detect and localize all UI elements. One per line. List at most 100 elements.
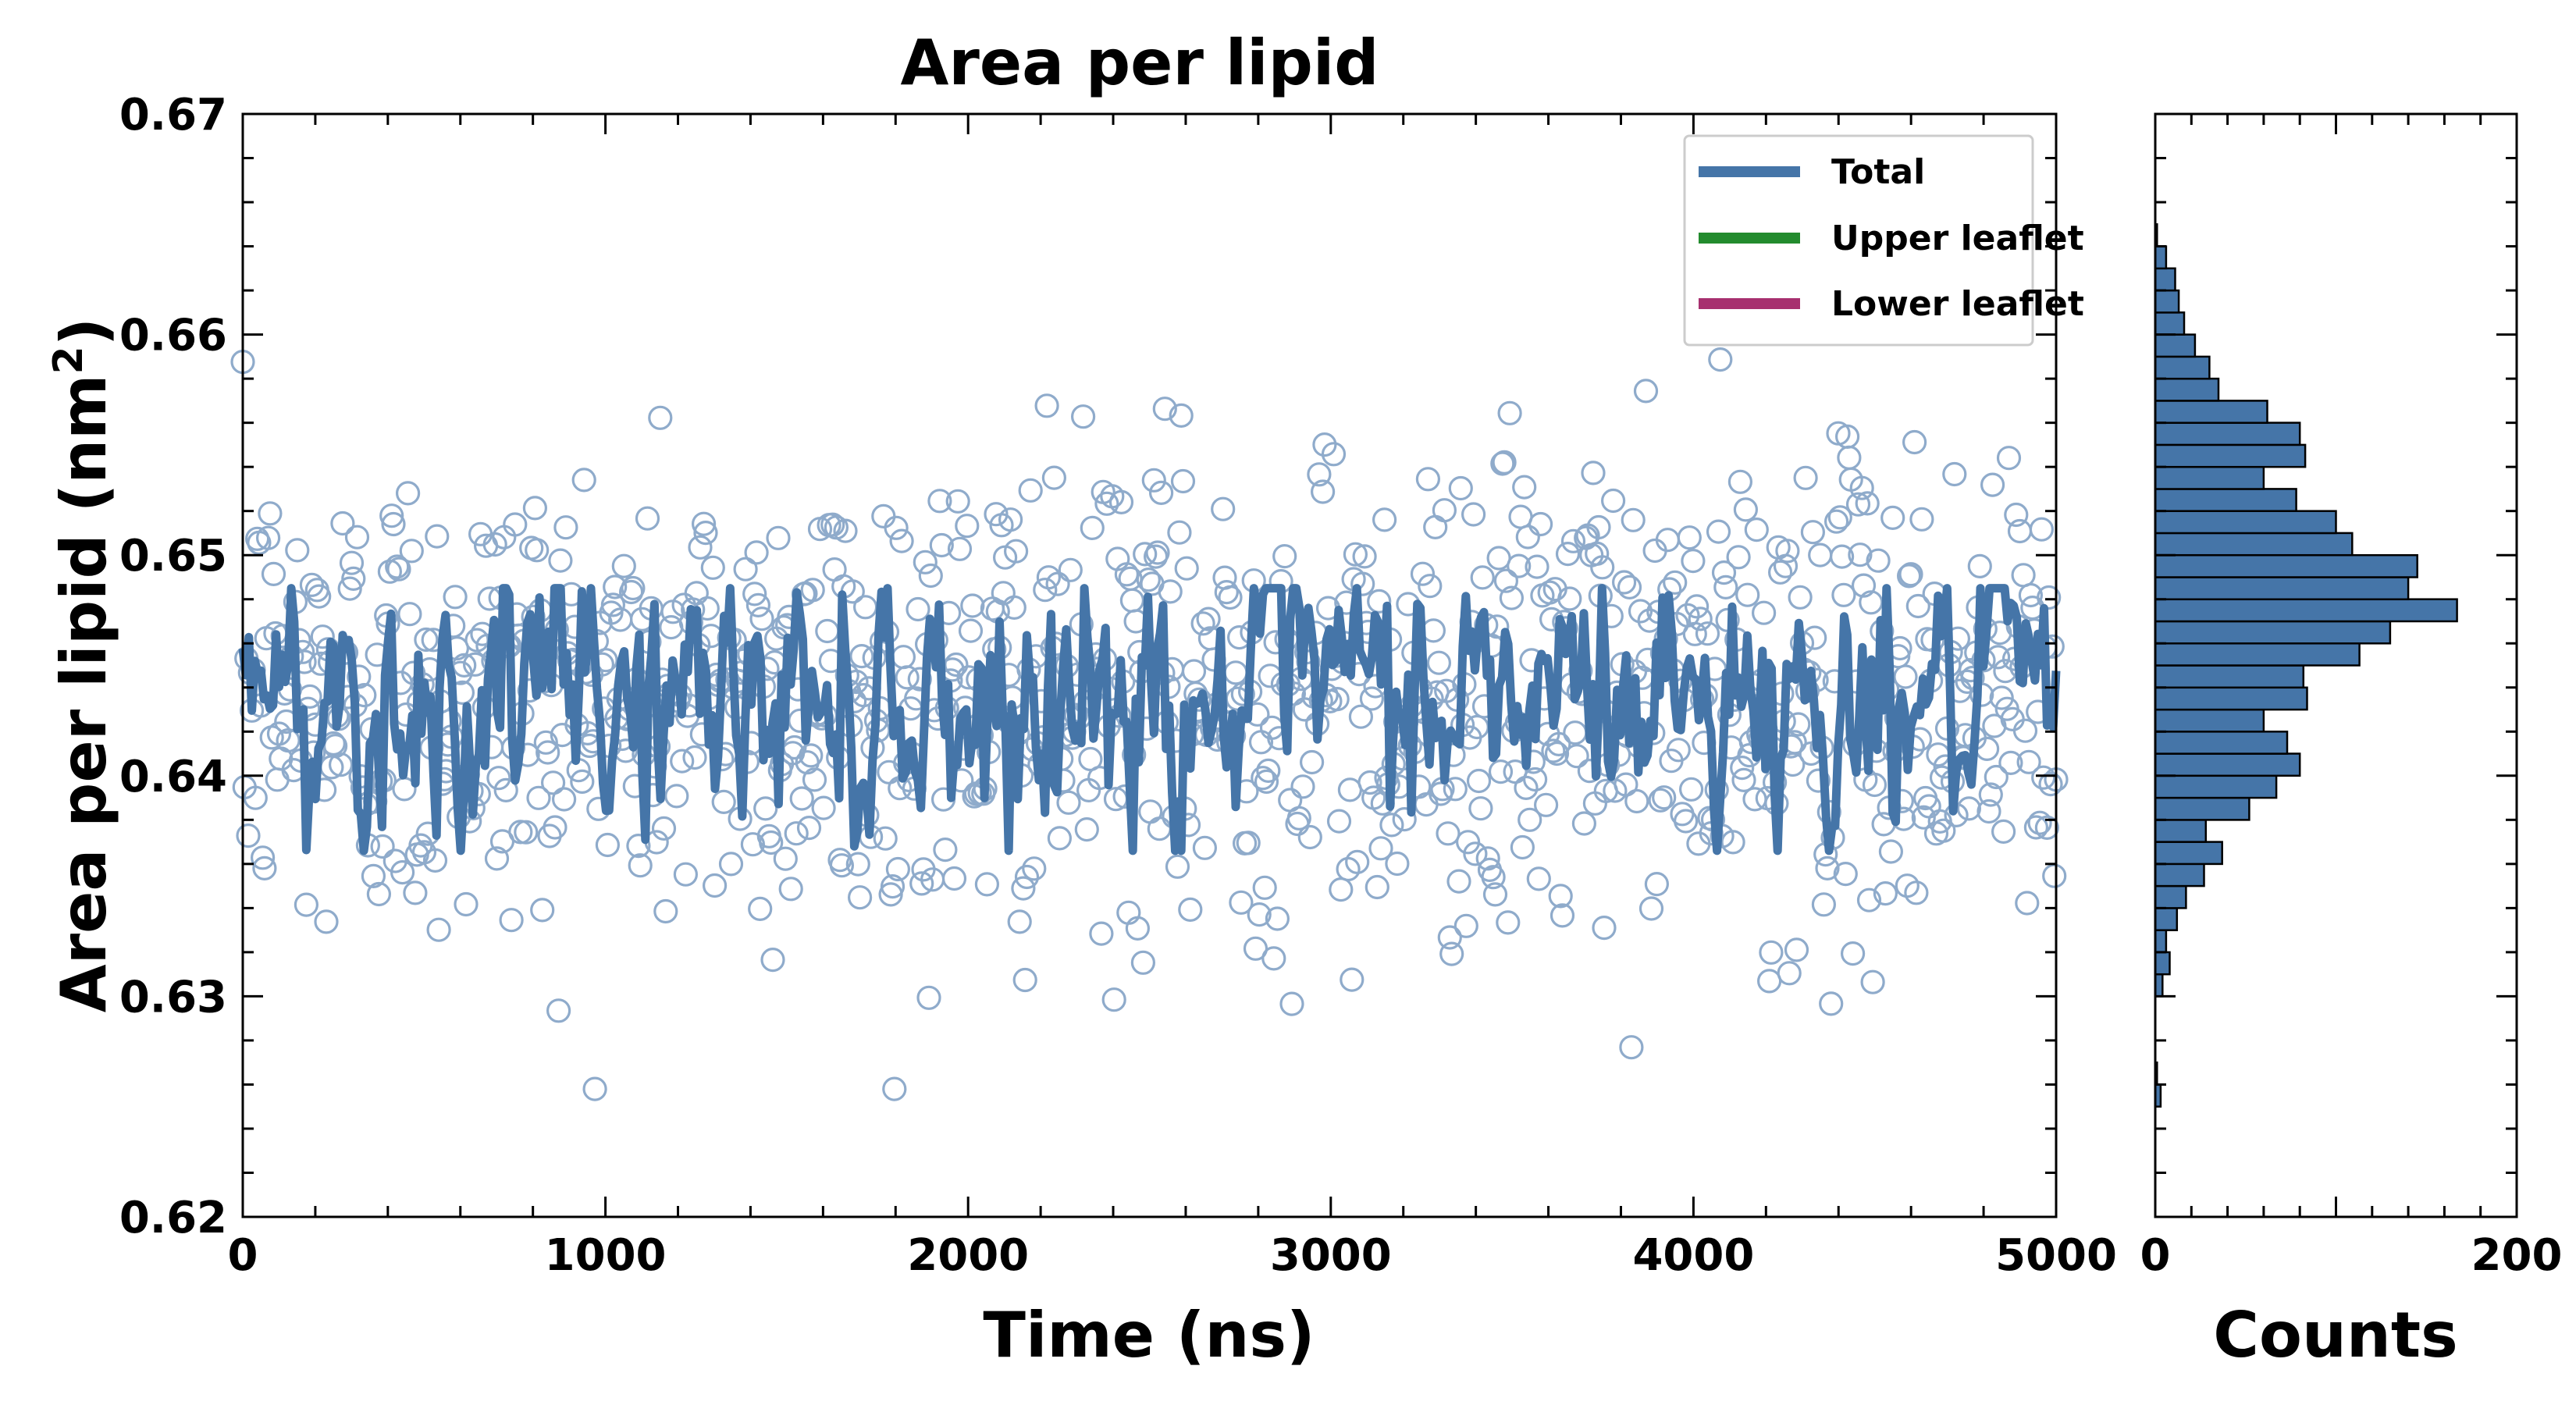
sample-marker [1897,564,1922,589]
sample-marker [1679,777,1704,802]
sample-marker [895,665,920,690]
sample-marker [1165,854,1190,879]
sample-marker [1851,573,1877,598]
sample-marker [1297,824,1322,850]
sample-marker [243,785,268,810]
sample-marker [370,834,395,859]
sample-marker [1713,574,1738,600]
sample-marker [1482,882,1508,907]
y-tick-label: 0.67 [119,90,227,140]
sample-marker [1991,819,2016,845]
legend-label-lower-leaflet: Lower leaflet [1831,284,2084,324]
sample-marker [1439,941,1464,966]
sample-marker [1119,588,1145,613]
sample-marker [1014,864,1040,890]
sample-marker [635,506,660,531]
sample-marker [778,877,803,902]
sample-marker [664,784,689,809]
sample-marker [1094,491,1119,516]
sample-marker [1033,578,1058,603]
sample-marker [1624,788,1649,814]
y-tick-label: 0.64 [119,752,227,802]
sample-marker [1486,546,1511,571]
sample-marker [1158,579,1183,604]
sample-marker [1695,621,1720,646]
sample-marker [1978,782,2003,807]
histogram-bars [2154,223,2458,1108]
sample-marker [2037,585,2062,610]
legend-label-total: Total [1831,152,1925,192]
x-tick-label: 2000 [907,1230,1029,1281]
sample-marker [1326,809,1352,834]
sample-marker [530,898,555,923]
sample-marker [1860,969,1885,994]
y-tick-label: 0.66 [119,311,227,361]
sample-marker [1426,650,1452,675]
sample-marker [377,559,402,584]
histogram-bar [2154,664,2305,689]
sample-marker [670,749,695,774]
sample-marker [1496,910,1521,935]
sample-marker [1251,766,1276,791]
histogram-plot: 0 200 Counts [2140,112,2563,1371]
sample-marker [1893,664,1918,689]
sample-marker [1563,720,1588,745]
sample-marker [2015,891,2040,916]
sample-marker [1512,475,1537,500]
hist-x-tick-label: 200 [2471,1230,2563,1281]
histogram-bar [2154,819,2208,843]
sample-marker [847,885,873,910]
sample-marker [693,520,718,546]
sample-marker [1448,475,1473,501]
sample-marker [873,826,898,851]
sample-marker [493,777,518,803]
sample-marker [1788,585,1813,610]
sample-marker [885,856,911,882]
sample-marker [1299,749,1325,775]
sample-marker [1196,606,1221,631]
sample-marker [1815,855,1840,881]
sample-marker [508,820,533,845]
histogram-bar [2154,443,2307,468]
sample-marker [261,561,286,587]
sample-marker [1757,969,1782,994]
sample-marker [1261,946,1286,971]
sample-marker [1254,769,1279,795]
sample-marker [1811,892,1836,917]
sample-marker [718,852,744,877]
histogram-bar [2154,731,2289,755]
histogram-bar [2154,708,2265,733]
sample-marker [1499,585,1525,610]
sample-marker [454,891,479,917]
sample-marker [1878,839,1903,864]
sample-marker [2016,749,2041,774]
sample-marker [1515,525,1540,550]
sample-marker [1585,541,1610,567]
sample-marker [1468,796,1493,821]
sample-marker [1510,834,1535,860]
sample-marker [2027,810,2052,835]
sample-marker [1070,404,1096,429]
sample-marker [1514,775,1539,801]
sample-marker [1034,393,1059,418]
sample-marker [1592,915,1617,941]
sample-marker [1312,432,1337,457]
sample-marker [1410,561,1436,586]
sample-marker [1392,806,1417,832]
sample-marker [503,512,528,537]
sample-marker [918,563,943,589]
sample-marker [1967,553,1992,579]
sample-marker [1455,830,1481,855]
sample-marker [1415,467,1441,492]
histogram-bar [2154,951,2171,976]
sample-marker [251,845,276,870]
sample-marker [1856,887,1882,912]
sample-marker [361,863,386,889]
sample-marker [1418,574,1443,599]
sample-marker [1508,504,1533,529]
sample-marker [390,859,415,885]
sample-marker [452,653,477,678]
sample-marker [1167,520,1192,545]
sample-marker [748,896,773,922]
sample-marker [1348,704,1374,729]
